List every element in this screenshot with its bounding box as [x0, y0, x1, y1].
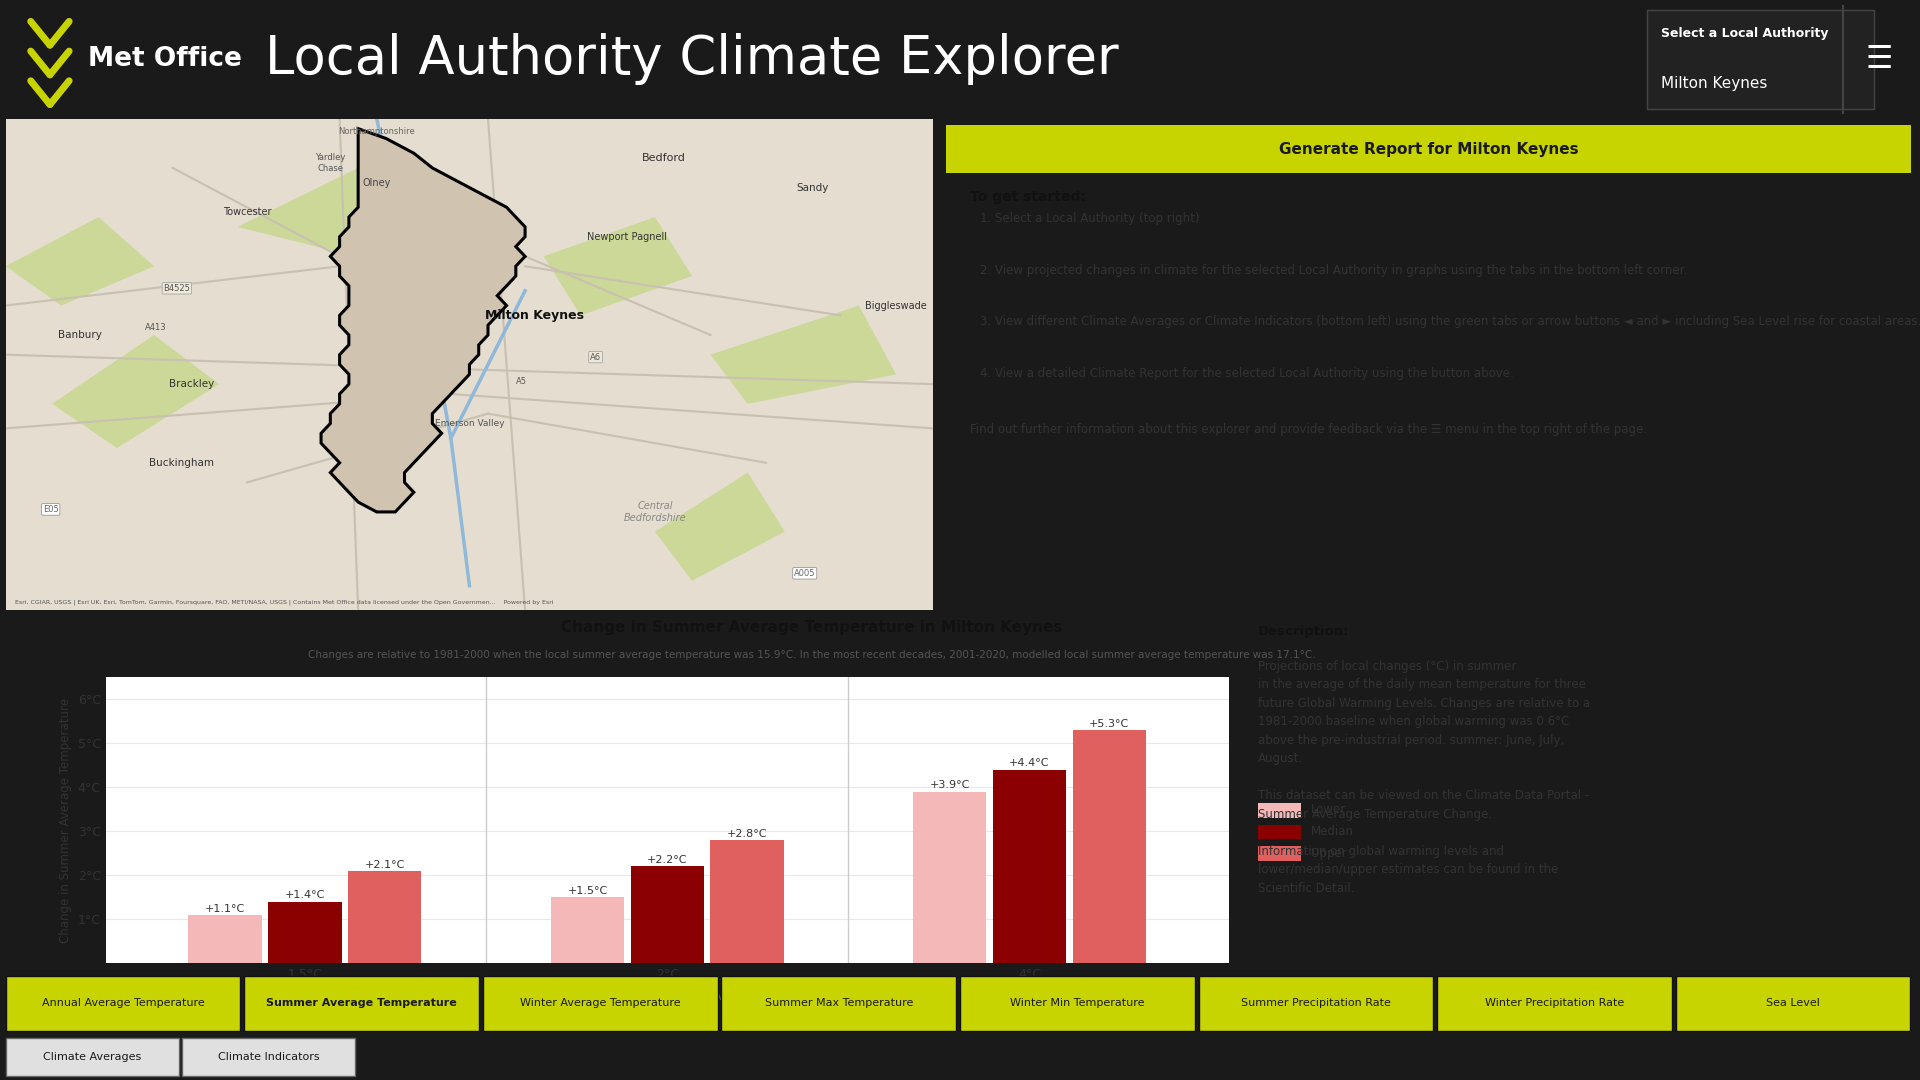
Text: Summer Max Temperature: Summer Max Temperature	[764, 998, 914, 1009]
Text: +2.8°C: +2.8°C	[726, 828, 768, 839]
Y-axis label: Change in Summer Average Temperature: Change in Summer Average Temperature	[60, 698, 73, 943]
Text: Changes are relative to 1981-2000 when the local summer average temperature was : Changes are relative to 1981-2000 when t…	[309, 650, 1315, 660]
FancyBboxPatch shape	[1258, 846, 1302, 861]
Text: Emerson Valley: Emerson Valley	[434, 419, 505, 428]
Text: Description:: Description:	[1258, 625, 1350, 638]
Polygon shape	[321, 129, 524, 512]
Text: Bedford: Bedford	[643, 153, 685, 163]
Text: Esri, CGIAR, USGS | Esri UK, Esri, TomTom, Garmin, Foursquare, FAO, METI/NASA, U: Esri, CGIAR, USGS | Esri UK, Esri, TomTo…	[15, 599, 553, 605]
Text: B4525: B4525	[163, 284, 190, 293]
Text: Sandy: Sandy	[797, 183, 829, 192]
Polygon shape	[238, 167, 468, 266]
Text: Climate Averages: Climate Averages	[42, 1052, 142, 1063]
FancyBboxPatch shape	[1436, 975, 1672, 1031]
Text: A5: A5	[516, 377, 526, 387]
Bar	[710, 840, 783, 963]
Text: Newport Pagnell: Newport Pagnell	[588, 232, 666, 242]
Bar	[630, 866, 705, 963]
Text: Northamptonshire: Northamptonshire	[338, 126, 415, 136]
Text: Upper: Upper	[1311, 847, 1346, 860]
Bar	[269, 902, 342, 963]
Text: Lower: Lower	[1311, 804, 1346, 816]
Text: A005: A005	[795, 569, 816, 578]
Text: 1. Select a Local Authority (top right): 1. Select a Local Authority (top right)	[979, 212, 1200, 225]
FancyBboxPatch shape	[244, 975, 480, 1031]
Text: Buckingham: Buckingham	[150, 458, 215, 468]
Text: Yardley
Chase: Yardley Chase	[315, 153, 346, 173]
Text: 3. View different Climate Averages or Climate Indicators (bottom left) using the: 3. View different Climate Averages or Cl…	[979, 315, 1920, 328]
Text: Select a Local Authority: Select a Local Authority	[1661, 27, 1828, 40]
Text: Summer Precipitation Rate: Summer Precipitation Rate	[1240, 998, 1390, 1009]
Text: +1.5°C: +1.5°C	[568, 886, 607, 896]
FancyBboxPatch shape	[1198, 975, 1432, 1031]
Bar	[1073, 730, 1146, 963]
Text: Towcester: Towcester	[223, 207, 271, 217]
Text: Sea Level: Sea Level	[1766, 998, 1820, 1009]
Text: +5.3°C: +5.3°C	[1089, 718, 1129, 729]
Bar	[551, 897, 624, 963]
Text: +1.4°C: +1.4°C	[284, 890, 324, 901]
FancyBboxPatch shape	[722, 975, 956, 1031]
Text: A413: A413	[144, 323, 167, 333]
FancyBboxPatch shape	[1676, 975, 1910, 1031]
Polygon shape	[52, 335, 219, 448]
Text: Brackley: Brackley	[169, 379, 213, 389]
Text: Median: Median	[1311, 825, 1354, 838]
Text: Olney: Olney	[363, 178, 392, 188]
Polygon shape	[543, 217, 691, 315]
Text: Generate Report for Milton Keynes: Generate Report for Milton Keynes	[1279, 141, 1578, 157]
Text: +3.9°C: +3.9°C	[929, 781, 970, 791]
Text: Milton Keynes: Milton Keynes	[486, 309, 584, 322]
FancyBboxPatch shape	[1647, 10, 1874, 109]
Text: E05: E05	[42, 505, 60, 514]
Text: ☰: ☰	[1866, 45, 1893, 73]
Text: To get started:: To get started:	[970, 190, 1087, 204]
Text: Change in Summer Average Temperature in Milton Keynes: Change in Summer Average Temperature in …	[561, 620, 1064, 635]
Text: +2.1°C: +2.1°C	[365, 860, 405, 869]
FancyBboxPatch shape	[960, 975, 1194, 1031]
Text: Met Office: Met Office	[88, 46, 242, 72]
Text: Winter Precipitation Rate: Winter Precipitation Rate	[1484, 998, 1624, 1009]
Bar	[993, 770, 1066, 963]
X-axis label: Global Warming Level: Global Warming Level	[599, 989, 735, 1002]
FancyBboxPatch shape	[182, 1038, 355, 1077]
Text: A6: A6	[589, 352, 601, 362]
Text: Winter Min Temperature: Winter Min Temperature	[1010, 998, 1144, 1009]
Text: +4.4°C: +4.4°C	[1010, 758, 1050, 768]
FancyBboxPatch shape	[6, 1038, 179, 1077]
Text: 2. View projected changes in climate for the selected Local Authority in graphs : 2. View projected changes in climate for…	[979, 264, 1688, 276]
Polygon shape	[655, 473, 785, 581]
Polygon shape	[6, 217, 154, 306]
Bar	[914, 792, 987, 963]
Text: Annual Average Temperature: Annual Average Temperature	[42, 998, 205, 1009]
Text: Climate Indicators: Climate Indicators	[219, 1052, 319, 1063]
Text: Local Authority Climate Explorer: Local Authority Climate Explorer	[265, 33, 1119, 85]
FancyBboxPatch shape	[6, 975, 240, 1031]
Text: 4. View a detailed Climate Report for the selected Local Authority using the but: 4. View a detailed Climate Report for th…	[979, 367, 1513, 380]
Text: Summer Average Temperature: Summer Average Temperature	[267, 998, 457, 1009]
Text: Winter Average Temperature: Winter Average Temperature	[520, 998, 680, 1009]
FancyBboxPatch shape	[1258, 802, 1302, 818]
Polygon shape	[710, 306, 897, 404]
Text: Biggleswade: Biggleswade	[866, 300, 927, 311]
Bar	[348, 870, 420, 963]
Bar	[188, 915, 261, 963]
Text: Find out further information about this explorer and provide feedback via the ☰ : Find out further information about this …	[970, 423, 1647, 436]
FancyBboxPatch shape	[1258, 824, 1302, 839]
Text: Milton Keynes: Milton Keynes	[1661, 76, 1766, 91]
Text: Banbury: Banbury	[58, 330, 102, 340]
Text: Central
Bedfordshire: Central Bedfordshire	[624, 501, 685, 523]
Text: +1.1°C: +1.1°C	[205, 904, 246, 914]
Text: +2.2°C: +2.2°C	[647, 855, 687, 865]
FancyBboxPatch shape	[484, 975, 718, 1031]
Text: Projections of local changes (°C) in summer
in the average of the daily mean tem: Projections of local changes (°C) in sum…	[1258, 660, 1590, 895]
FancyBboxPatch shape	[947, 124, 1910, 173]
